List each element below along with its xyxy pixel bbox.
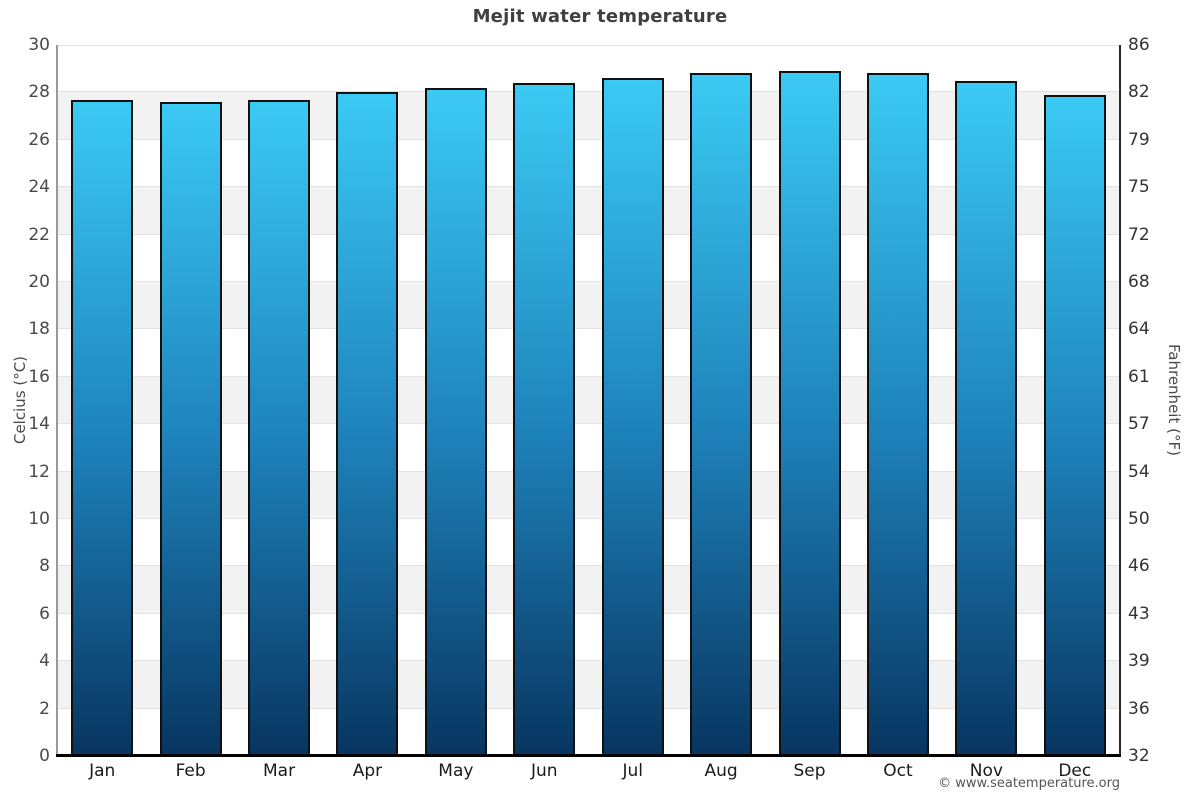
celsius-tick: 12	[28, 461, 50, 482]
bar-mar	[248, 99, 311, 756]
background-band	[58, 187, 1119, 235]
month-label-jan: Jan	[89, 761, 116, 781]
fahrenheit-tick: 82	[1128, 82, 1150, 103]
gridline	[58, 186, 1119, 188]
gridline	[58, 233, 1119, 235]
celsius-tick: 30	[28, 35, 50, 55]
background-band	[58, 92, 1119, 140]
gridline	[58, 518, 1119, 519]
gridline	[58, 707, 1119, 709]
attribution-text: © www.seatemperature.org	[938, 776, 1120, 791]
background-band	[58, 708, 1119, 756]
gridline	[58, 660, 1119, 662]
fahrenheit-tick: 75	[1128, 177, 1150, 198]
fahrenheit-tick: 86	[1128, 35, 1150, 55]
celsius-tick: 0	[39, 746, 50, 766]
month-label-jul: Jul	[622, 761, 643, 781]
left-axis-spine	[56, 45, 58, 756]
month-label-nov: Nov	[969, 761, 1003, 781]
celsius-tick: 18	[28, 319, 50, 340]
bar-jan	[71, 99, 134, 756]
month-label-may: May	[438, 761, 474, 781]
fahrenheit-tick: 43	[1128, 603, 1150, 624]
background-band	[58, 661, 1119, 709]
chart-title: Mejit water temperature	[472, 6, 728, 27]
gridline	[58, 45, 1119, 46]
background-band	[58, 471, 1119, 519]
background-band	[58, 45, 1119, 93]
month-label-jun: Jun	[531, 761, 558, 781]
background-band	[58, 234, 1119, 282]
gridline	[58, 565, 1119, 567]
fahrenheit-tick: 61	[1128, 366, 1150, 387]
right-axis-spine	[1119, 45, 1121, 756]
month-label-mar: Mar	[262, 761, 296, 781]
background-band	[58, 282, 1119, 330]
fahrenheit-tick: 39	[1128, 651, 1150, 672]
bar-dec	[1043, 94, 1106, 756]
bar-aug	[690, 73, 753, 756]
celsius-tick: 10	[28, 509, 50, 529]
background-band	[58, 566, 1119, 614]
bar-jul	[601, 78, 664, 756]
celsius-tick: 24	[28, 177, 50, 198]
fahrenheit-tick: 36	[1128, 698, 1150, 719]
celsius-tick: 8	[39, 556, 50, 577]
background-band	[58, 376, 1119, 425]
gridline	[58, 375, 1119, 377]
background-band	[58, 329, 1119, 377]
celsius-tick: 20	[28, 272, 50, 292]
fahrenheit-tick: 64	[1128, 319, 1150, 340]
celsius-tick: 14	[28, 414, 50, 435]
celsius-tick: 4	[39, 651, 50, 672]
bar-feb	[159, 101, 222, 756]
gridline	[58, 612, 1119, 614]
celsius-tick: 28	[28, 82, 50, 103]
celsius-tick: 2	[39, 698, 50, 719]
background-band	[58, 613, 1119, 662]
celsius-tick: 22	[28, 224, 50, 245]
gridline	[58, 138, 1119, 140]
fahrenheit-tick: 68	[1128, 272, 1150, 292]
background-band	[58, 139, 1119, 188]
bar-oct	[866, 73, 929, 756]
gridline	[58, 91, 1119, 93]
fahrenheit-tick: 54	[1128, 461, 1150, 482]
celsius-tick: 26	[28, 129, 50, 150]
fahrenheit-tick: 57	[1128, 414, 1150, 435]
month-label-feb: Feb	[175, 761, 206, 781]
celsius-tick: 16	[28, 366, 50, 387]
fahrenheit-tick: 72	[1128, 224, 1150, 245]
month-label-apr: Apr	[352, 761, 383, 781]
month-label-aug: Aug	[704, 761, 738, 781]
x-axis-line	[56, 754, 1121, 757]
background-band	[58, 424, 1119, 472]
background-band	[58, 519, 1119, 567]
bar-may	[424, 87, 487, 756]
gridline	[58, 281, 1119, 282]
month-label-oct: Oct	[883, 761, 913, 781]
month-label-dec: Dec	[1058, 761, 1092, 781]
gridline	[58, 470, 1119, 472]
celsius-tick: 6	[39, 603, 50, 624]
celsius-tick-labels: 0 2 4 6 8 10 12 14 16 18 20 22 24 26 28 30	[0, 35, 50, 766]
fahrenheit-tick: 46	[1128, 556, 1150, 577]
gridline	[58, 328, 1119, 330]
fahrenheit-tick: 79	[1128, 129, 1150, 150]
plot-area	[58, 45, 1119, 756]
bar-apr	[336, 92, 399, 756]
gridline	[58, 423, 1119, 425]
month-label-sep: Sep	[793, 761, 826, 781]
bar-jun	[513, 82, 576, 756]
fahrenheit-tick: 50	[1128, 509, 1150, 529]
bar-nov	[955, 80, 1018, 756]
fahrenheit-tick: 32	[1128, 746, 1150, 766]
fahrenheit-tick-labels: 32 36 39 43 46 50 54 57 61 64 68 72 75 79 82 86	[1128, 35, 1188, 766]
bar-sep	[778, 71, 841, 756]
x-axis-labels: Jan Feb Mar Apr May Jun Jul Aug Sep Oct Nov Dec	[58, 761, 1119, 787]
